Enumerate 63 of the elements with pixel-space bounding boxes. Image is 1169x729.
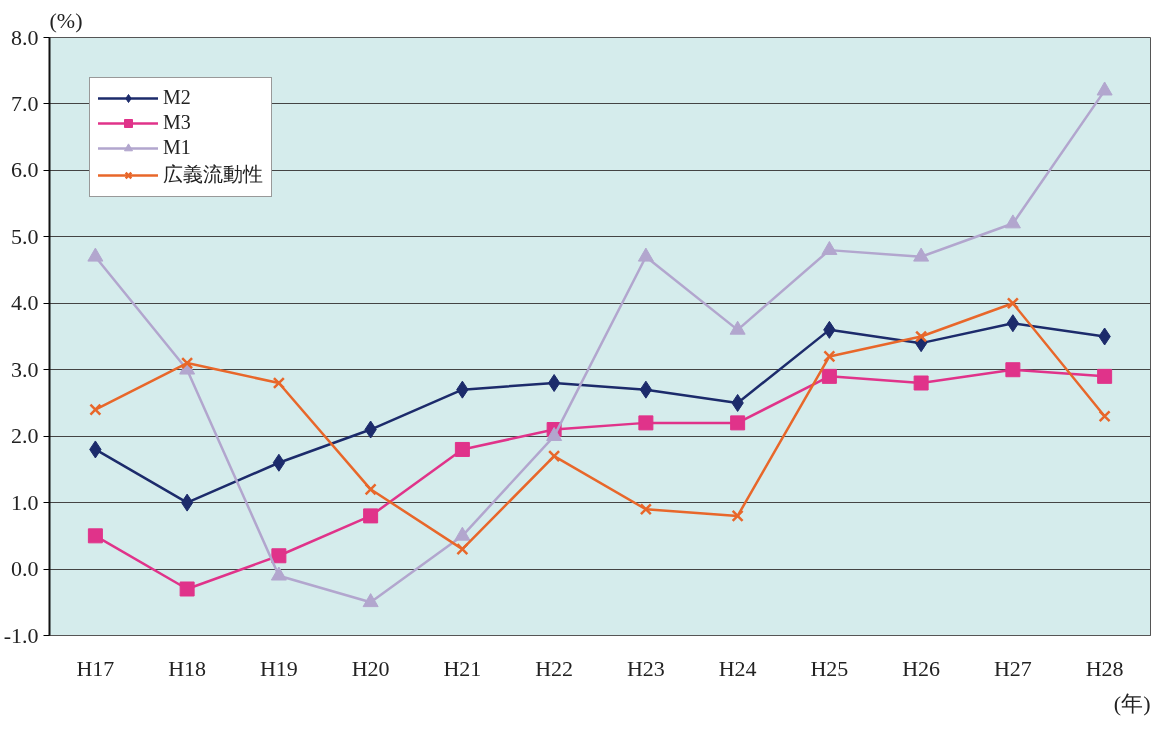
x-tick-label: H22 xyxy=(535,655,574,681)
point xyxy=(272,453,286,472)
y-tick-label: 5.0 xyxy=(11,223,39,249)
y-tick-label: 1.0 xyxy=(11,489,39,515)
point xyxy=(1005,362,1021,378)
y-tick-label: 3.0 xyxy=(11,356,39,382)
point xyxy=(1098,410,1111,423)
point xyxy=(1006,314,1020,333)
point xyxy=(823,350,836,363)
y-tick-label: 7.0 xyxy=(11,90,39,116)
point xyxy=(1004,214,1021,229)
x-tick-label: H23 xyxy=(626,655,665,681)
point xyxy=(87,528,103,544)
x-tick-label: H25 xyxy=(810,655,849,681)
x-tick-label: H18 xyxy=(168,655,207,681)
x-tick-label: H19 xyxy=(259,655,298,681)
point xyxy=(1006,297,1020,310)
point xyxy=(729,320,746,335)
point xyxy=(271,548,287,564)
point xyxy=(272,376,286,390)
point xyxy=(639,380,653,399)
point xyxy=(87,247,104,262)
point xyxy=(1096,81,1113,96)
point xyxy=(547,374,561,393)
point xyxy=(731,509,744,523)
point xyxy=(821,240,838,255)
legend-label: 広義流動性 xyxy=(163,162,263,187)
point xyxy=(363,508,379,524)
y-tick-label: 0.0 xyxy=(11,556,39,582)
point xyxy=(179,581,195,597)
x-tick-label: H24 xyxy=(718,655,757,681)
y-tick-label: 8.0 xyxy=(11,24,39,50)
legend-label: M3 xyxy=(163,111,191,134)
point xyxy=(730,415,746,431)
point xyxy=(1097,368,1113,384)
point xyxy=(180,356,194,370)
point xyxy=(456,542,469,556)
y-tick-label: -1.0 xyxy=(3,622,39,648)
point xyxy=(639,503,653,516)
x-tick-label: H27 xyxy=(993,655,1032,681)
point xyxy=(821,368,837,384)
point xyxy=(913,247,930,262)
x-tick-label: H21 xyxy=(443,655,482,681)
x-tick-label: H20 xyxy=(351,655,390,681)
legend-label: M2 xyxy=(163,86,191,109)
x-tick-label: H26 xyxy=(902,655,941,681)
x-tick-label: H17 xyxy=(76,655,115,681)
point xyxy=(638,415,654,431)
point xyxy=(547,449,561,463)
y-axis-title: (%) xyxy=(49,7,83,33)
point xyxy=(180,493,194,512)
x-tick-label: H28 xyxy=(1085,655,1124,681)
y-tick-label: 2.0 xyxy=(11,423,39,449)
point xyxy=(89,403,102,416)
x-axis-title: (年) xyxy=(1113,690,1151,716)
y-tick-label: 4.0 xyxy=(11,290,39,316)
point xyxy=(913,375,929,391)
point xyxy=(637,247,654,262)
y-tick-label: 6.0 xyxy=(11,157,39,183)
point xyxy=(914,330,928,343)
point xyxy=(454,441,470,457)
legend-label: M1 xyxy=(163,136,191,159)
point xyxy=(364,483,377,496)
